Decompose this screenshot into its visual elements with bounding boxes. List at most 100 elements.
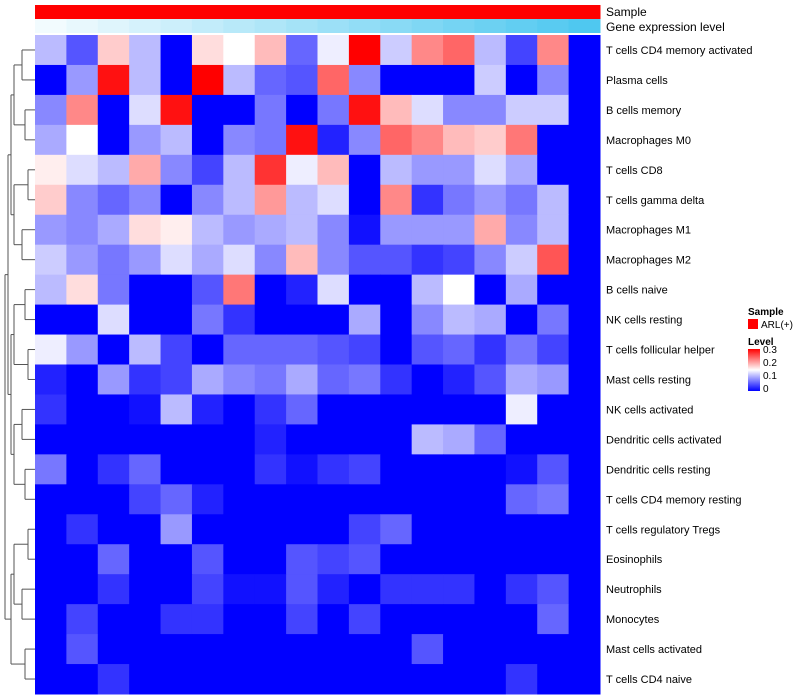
heatmap-cell [380,184,413,216]
sample-annotation-cell [348,5,381,19]
heatmap-cell [380,64,413,96]
heatmap-cell [191,184,224,216]
heatmap-cell [129,574,162,605]
heatmap-cell [474,334,507,365]
heatmap-cell [443,664,475,695]
heatmap-cell [129,154,162,186]
heatmap-cell [568,454,601,485]
heatmap-cell [286,514,318,545]
heatmap-cell [223,664,256,695]
heatmap-cell [223,634,256,665]
heatmap-cell [66,244,99,276]
heatmap-cell [411,214,444,246]
heatmap-cell [286,334,318,365]
heatmap-cell [348,604,381,635]
heatmap-cell [223,304,256,336]
heatmap-cell [160,94,193,126]
heatmap-cell [317,364,350,395]
heatmap-cell [317,184,350,216]
heatmap-cell [380,214,413,246]
sample-annotation-cell [411,5,444,19]
heatmap-cell [348,244,381,276]
heatmap-cell [97,634,130,665]
heatmap-cell [223,94,256,126]
heatmap-cell [380,514,413,545]
heatmap-cell [568,304,601,336]
heatmap-cell [348,304,381,336]
heatmap-cell [35,304,67,336]
heatmap-cell [160,604,193,635]
heatmap-cell [474,394,507,425]
row-label: T cells CD8 [606,165,663,177]
heatmap-cell [286,634,318,665]
heatmap-cell [474,35,507,66]
heatmap-cell [97,484,130,515]
legend-level-tick: 0.3 [763,345,777,356]
heatmap-cell [223,454,256,485]
heatmap-cell [223,394,256,425]
legend-level-title: Level [748,337,774,348]
row-label: Eosinophils [606,554,663,566]
heatmap-cell [191,634,224,665]
heatmap-cell [97,154,130,186]
heatmap-cell [254,124,287,156]
heatmap-cell [443,364,475,395]
heatmap-cell [223,484,256,515]
heatmap-cell [286,214,318,246]
heatmap-cell [254,304,287,336]
heatmap-cell [97,64,130,96]
heatmap-cell [317,574,350,605]
sample-annotation-cell [537,5,570,19]
row-label: Neutrophils [606,584,662,596]
heatmap-cell [97,334,130,365]
expression-annotation-cell [474,19,507,33]
heatmap-cell [66,334,99,365]
sample-annotation-cell [35,5,67,19]
expression-annotation-cell [317,19,350,33]
heatmap-cell [411,544,444,575]
heatmap-cell [568,514,601,545]
row-label: B cells naive [606,285,668,297]
heatmap-cell [66,514,99,545]
heatmap-cell [35,514,67,545]
heatmap-cell [505,94,538,126]
expression-annotation-cell [66,19,99,33]
heatmap-cell [223,35,256,66]
heatmap-cell [411,304,444,336]
heatmap-cell [380,664,413,695]
heatmap-cell [160,454,193,485]
heatmap-cell [223,334,256,365]
heatmap-cell [254,484,287,515]
heatmap-cell [505,514,538,545]
heatmap-cell [411,154,444,186]
sample-annotation-cell [191,5,224,19]
sample-annotation-cell [160,5,193,19]
heatmap-cell [191,454,224,485]
heatmap-cell [223,604,256,635]
heatmap-cell [160,364,193,395]
sample-annotation-cell [317,5,350,19]
heatmap-cell [35,124,67,156]
heatmap-cell [35,544,67,575]
heatmap-cell [223,124,256,156]
heatmap-cell [348,154,381,186]
heatmap-cell [568,124,601,156]
heatmap-cell [160,634,193,665]
heatmap-cell [223,574,256,605]
heatmap-cell [286,64,318,96]
row-label: T cells CD4 memory activated [606,45,753,57]
heatmap-cell [380,334,413,365]
heatmap-cell [129,274,162,306]
heatmap-cell [568,544,601,575]
heatmap-cell [443,394,475,425]
heatmap-cell [411,35,444,66]
heatmap-cell [191,94,224,126]
heatmap-cell [537,64,570,96]
heatmap-cell [286,574,318,605]
sample-annotation-label: Sample [606,5,647,19]
heatmap-cell [568,184,601,216]
heatmap-cell [254,634,287,665]
heatmap-cell [348,394,381,425]
heatmap-cell [568,664,601,695]
